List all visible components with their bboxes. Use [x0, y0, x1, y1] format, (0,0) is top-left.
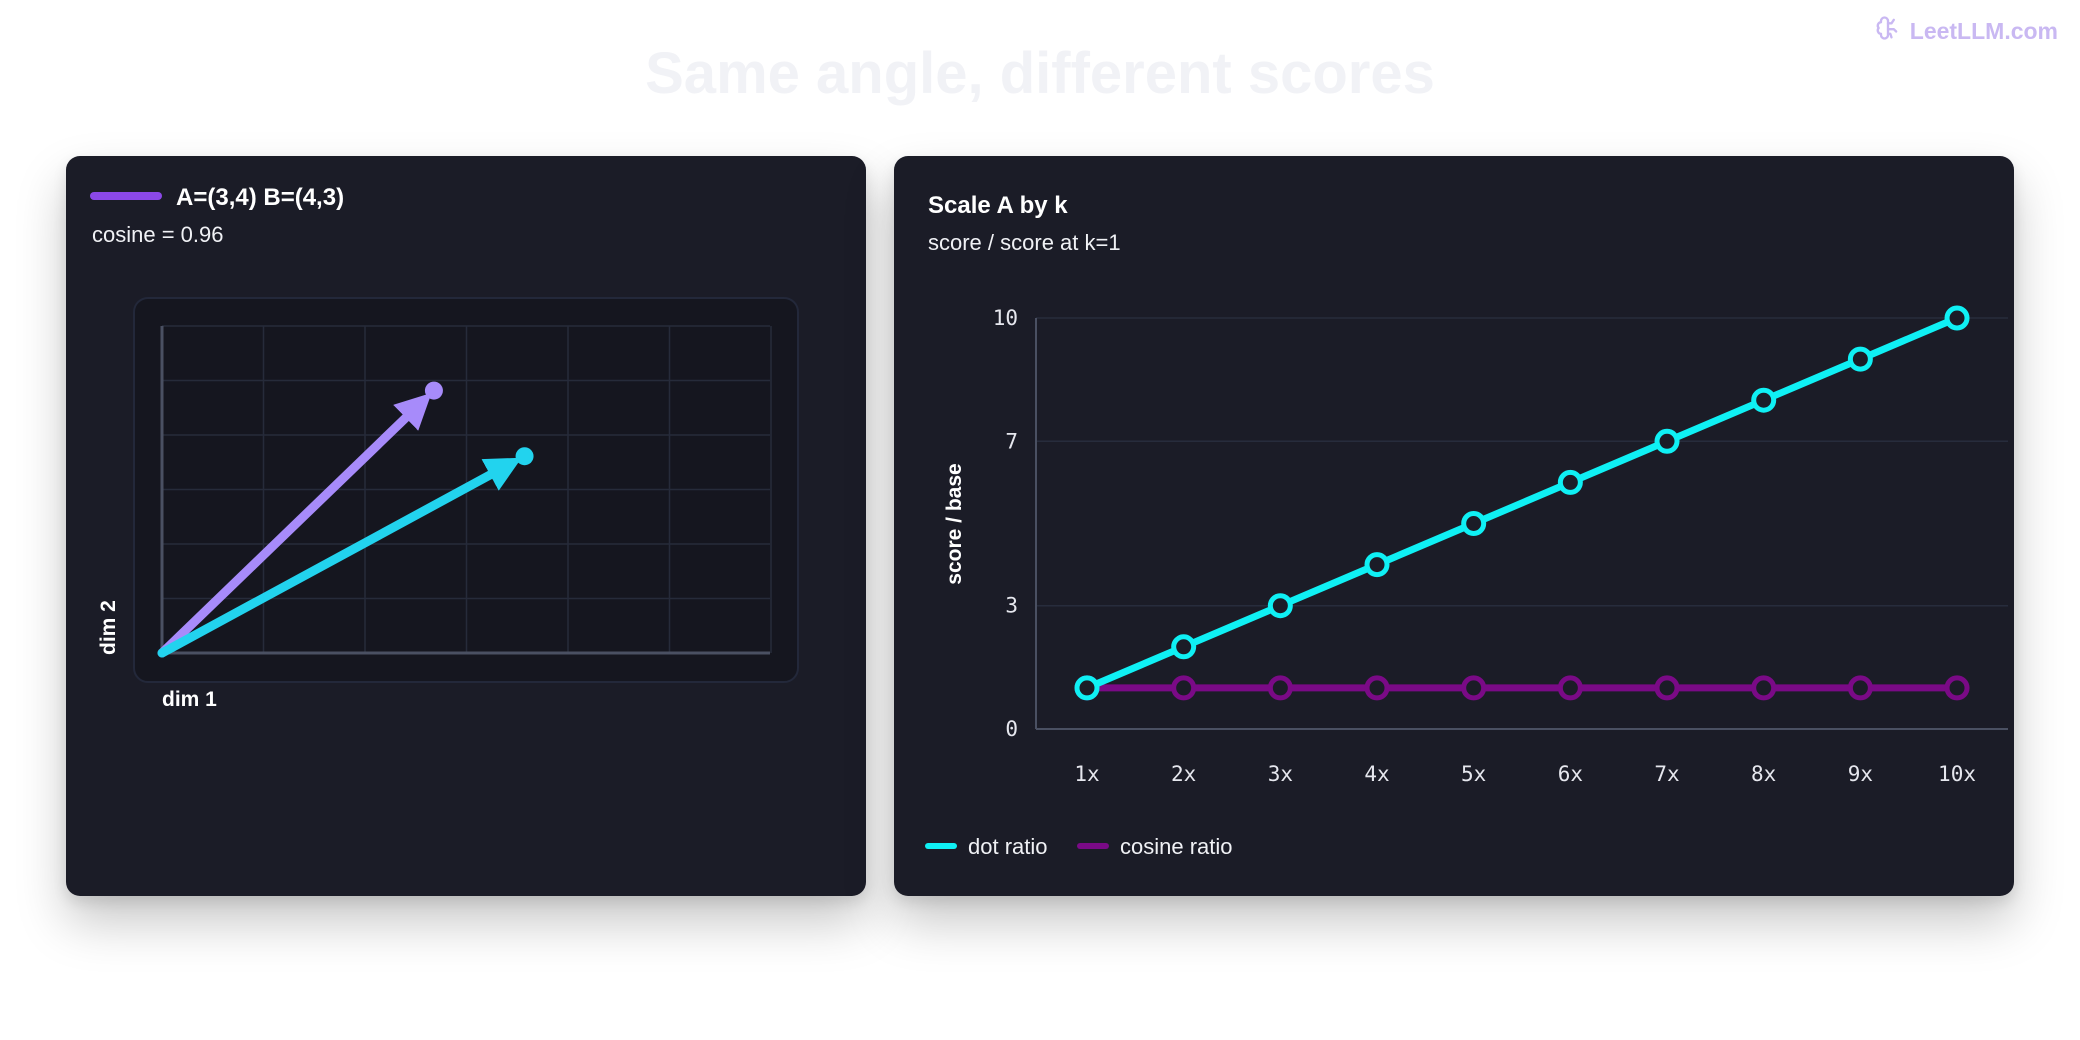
data-point: [1847, 346, 1873, 372]
x-tick-label: 7x: [1654, 762, 1679, 786]
y-axis-label: dim 2: [97, 600, 120, 655]
data-point: [1171, 675, 1197, 701]
chart-grid: [1036, 317, 2008, 607]
x-axis-label: dim 1: [162, 688, 217, 711]
chart-subtitle: score / score at k=1: [928, 230, 1121, 255]
legend-label: dot ratio: [968, 834, 1048, 859]
data-point: [1944, 305, 1970, 331]
data-point: [1654, 675, 1680, 701]
y-tick-label: 0: [1005, 717, 1018, 741]
x-tick-label: 6x: [1558, 762, 1583, 786]
data-point: [1847, 675, 1873, 701]
chart-title: Scale A by k: [928, 192, 1068, 219]
x-tick-label: 8x: [1751, 762, 1776, 786]
vector-a-arrow: [157, 392, 432, 658]
series-cosine-ratio: [1074, 675, 1970, 701]
data-point: [1654, 428, 1680, 454]
chart-legend: dot ratio cosine ratio: [925, 834, 1233, 859]
data-point: [1557, 469, 1583, 495]
page-title: Same angle, different scores: [645, 41, 1435, 106]
vector-b-arrow: [157, 457, 522, 658]
scaling-line-chart: Scale A by k score / score at k=1 score …: [925, 192, 2008, 859]
data-point: [1461, 675, 1487, 701]
data-point: [1171, 634, 1197, 660]
x-tick-label: 1x: [1074, 762, 1099, 786]
vector-b-tip: [515, 447, 534, 466]
watermark-text: LeetLLM.com: [1909, 17, 2058, 44]
y-tick-label: 10: [993, 306, 1018, 330]
x-tick-label: 4x: [1364, 762, 1389, 786]
data-point: [1364, 552, 1390, 578]
x-tick-label: 3x: [1268, 762, 1293, 786]
series-dot-ratio: [1074, 305, 1970, 701]
data-point: [1751, 675, 1777, 701]
watermark: LeetLLM.com: [1874, 14, 2058, 48]
scaling-chart-panel: Scale A by k score / score at k=1 score …: [894, 156, 2014, 896]
vector-panel: A=(3,4) B=(4,3) cosine = 0.96 dim 1 dim …: [66, 156, 866, 896]
data-point: [1267, 593, 1293, 619]
y-axis-title: score / base: [943, 463, 966, 584]
data-point: [1557, 675, 1583, 701]
x-tick-label: 10x: [1938, 762, 1976, 786]
y-tick-labels: 0 3 7 10: [993, 306, 1018, 741]
data-point: [1267, 675, 1293, 701]
vector-diagram: A=(3,4) B=(4,3) cosine = 0.96 dim 1 dim …: [90, 184, 799, 711]
x-tick-label: 9x: [1848, 762, 1873, 786]
data-point: [1074, 675, 1100, 701]
x-tick-labels: 1x 2x 3x 4x 5x 6x 7x 8x 9x 10x: [1074, 762, 1976, 786]
brain-icon: [1874, 14, 1902, 48]
y-tick-label: 7: [1005, 429, 1018, 453]
data-point: [1944, 675, 1970, 701]
vector-legend-label: A=(3,4) B=(4,3): [176, 184, 344, 211]
data-point: [1364, 675, 1390, 701]
chart-series: [1074, 305, 1970, 701]
y-tick-label: 3: [1005, 594, 1018, 618]
data-point: [1461, 511, 1487, 536]
data-point: [1751, 387, 1777, 413]
series-line: [1083, 314, 1961, 692]
x-tick-label: 2x: [1171, 762, 1196, 786]
x-tick-label: 5x: [1461, 762, 1486, 786]
vector-a-tip: [424, 381, 443, 400]
legend-label: cosine ratio: [1120, 834, 1233, 859]
cosine-subtitle: cosine = 0.96: [92, 222, 223, 247]
